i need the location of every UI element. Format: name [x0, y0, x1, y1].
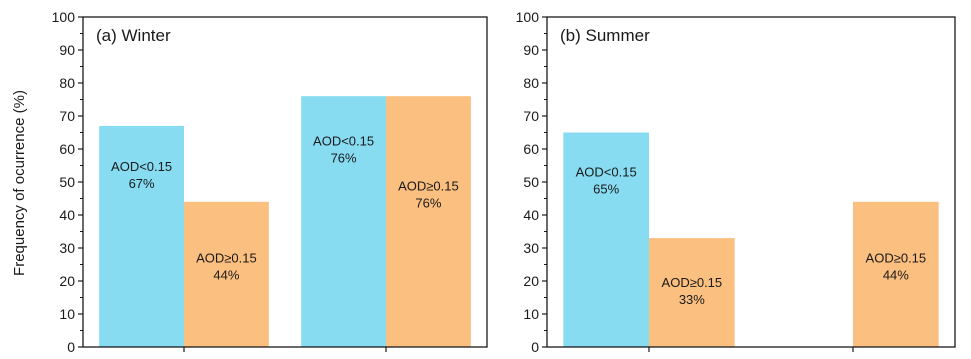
panel-a-y-tick-label: 20 — [59, 273, 75, 289]
panel-a-bar-series-label: AOD≥0.15 — [196, 250, 257, 265]
panel-a-bar — [386, 96, 471, 347]
panel-a-y-tick-label: 40 — [59, 207, 75, 223]
panel-b-y-tick-label: 80 — [523, 75, 539, 91]
panel-a-bar-value-label: 76% — [331, 150, 357, 165]
panel-b-y-tick-label: 10 — [523, 306, 539, 322]
panel-b-y-tick-label: 50 — [523, 174, 539, 190]
panel-a-bar — [301, 96, 386, 347]
panel-a-y-tick-label: 60 — [59, 141, 75, 157]
panel-b-bar — [563, 132, 649, 347]
panel-b-bar-series-label: AOD≥0.15 — [662, 275, 723, 290]
panel-b-bar — [853, 201, 939, 347]
panel-a-y-tick-label: 10 — [59, 306, 75, 322]
panel-a-bar-series-label: AOD≥0.15 — [398, 178, 459, 193]
panel-a-y-tick-label: 70 — [59, 108, 75, 124]
panel-a-y-tick-label: 30 — [59, 240, 75, 256]
panel-a-y-tick-label: 0 — [67, 339, 75, 354]
panel-b-y-tick-label: 60 — [523, 141, 539, 157]
panel-b-y-tick-label: 100 — [516, 9, 540, 25]
panel-a-y-tick-label: 100 — [52, 9, 76, 25]
panel-b-y-tick-label: 20 — [523, 273, 539, 289]
panel-b-bar-value-label: 33% — [679, 292, 705, 307]
panel-a-bar-value-label: 44% — [213, 267, 239, 282]
panel-a-y-tick-label: 80 — [59, 75, 75, 91]
panel-b-y-tick-label: 0 — [531, 339, 539, 354]
panel-b-title: (b) Summer — [560, 26, 650, 45]
panel-b-y-tick-label: 70 — [523, 108, 539, 124]
panel-b-bar-series-label: AOD≥0.15 — [866, 250, 927, 265]
panel-a-y-tick-label: 90 — [59, 42, 75, 58]
panel-b-bar-value-label: 65% — [593, 182, 619, 197]
panel-a-bar-value-label: 76% — [415, 195, 441, 210]
panel-b-y-tick-label: 40 — [523, 207, 539, 223]
panel-a-bar — [99, 125, 184, 348]
panel-a-bar — [184, 201, 269, 347]
panel-b-bar — [649, 238, 735, 347]
panel-b-y-tick-label: 30 — [523, 240, 539, 256]
panel-b-y-tick-label: 90 — [523, 42, 539, 58]
panel-b-bar-value-label: 44% — [883, 267, 909, 282]
panel-a-bar-value-label: 67% — [129, 176, 155, 191]
panel-a-y-tick-label: 50 — [59, 174, 75, 190]
panel-a-title: (a) Winter — [96, 26, 171, 45]
panel-b-bar-series-label: AOD<0.15 — [576, 165, 637, 180]
y-axis-label: Frequency of ocurrence (%) — [11, 90, 28, 276]
panel-a-bar-series-label: AOD<0.15 — [111, 159, 172, 174]
panel-a-bar-series-label: AOD<0.15 — [313, 133, 374, 148]
